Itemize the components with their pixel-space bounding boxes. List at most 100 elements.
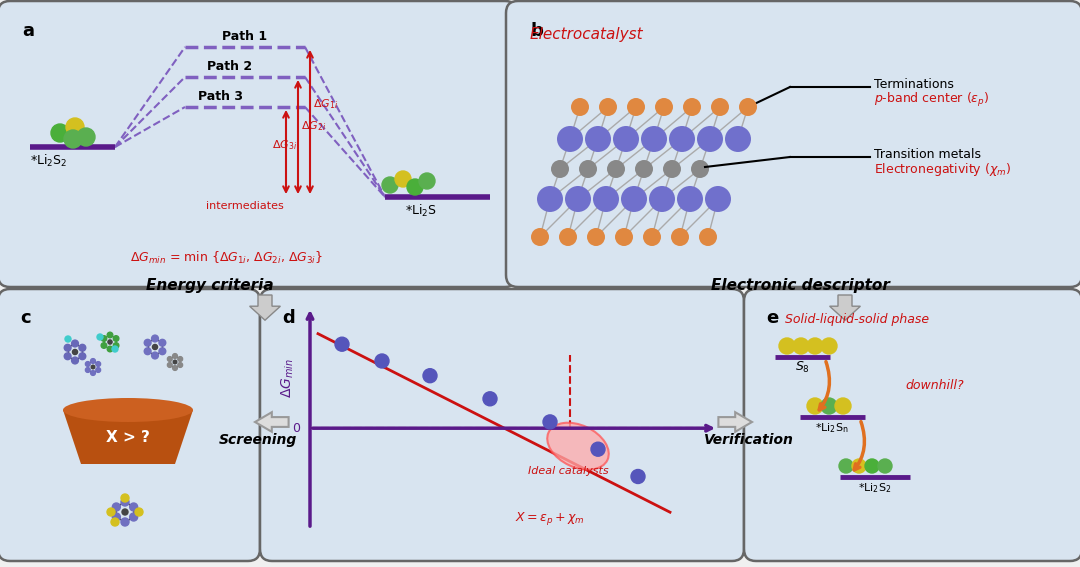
Circle shape (64, 353, 71, 359)
Text: $S_8$: $S_8$ (795, 360, 810, 375)
Circle shape (621, 186, 647, 212)
Circle shape (64, 130, 82, 148)
Text: Energy criteria: Energy criteria (146, 278, 274, 293)
Circle shape (615, 228, 633, 246)
Circle shape (852, 459, 866, 473)
Circle shape (375, 354, 389, 368)
Circle shape (643, 228, 661, 246)
Text: $*\mathrm{Li_2S_n}$: $*\mathrm{Li_2S_n}$ (815, 421, 849, 435)
Circle shape (121, 494, 129, 502)
Circle shape (91, 371, 95, 375)
Circle shape (108, 340, 112, 344)
Circle shape (635, 160, 653, 178)
Circle shape (71, 357, 79, 364)
Text: intermediates: intermediates (206, 201, 284, 211)
Circle shape (821, 398, 837, 414)
Circle shape (551, 160, 569, 178)
Text: $\Delta G_{1i}$: $\Delta G_{1i}$ (313, 97, 338, 111)
Circle shape (107, 508, 114, 516)
Text: Verification: Verification (704, 433, 794, 447)
Circle shape (531, 228, 549, 246)
FancyBboxPatch shape (507, 1, 1080, 287)
Circle shape (423, 369, 437, 383)
Circle shape (112, 503, 120, 511)
Circle shape (821, 338, 837, 354)
Circle shape (588, 228, 605, 246)
Circle shape (671, 228, 689, 246)
Circle shape (96, 367, 100, 373)
Circle shape (91, 365, 95, 369)
Circle shape (697, 126, 723, 152)
Text: X > ?: X > ? (106, 429, 150, 445)
Circle shape (537, 186, 563, 212)
Circle shape (663, 160, 681, 178)
Circle shape (79, 353, 85, 359)
Circle shape (85, 367, 91, 373)
Circle shape (631, 469, 645, 484)
Circle shape (112, 513, 120, 521)
Polygon shape (255, 412, 288, 432)
Circle shape (135, 508, 143, 516)
Text: c: c (21, 309, 30, 327)
Circle shape (79, 344, 85, 351)
Text: Screening: Screening (219, 433, 297, 447)
Circle shape (591, 442, 605, 456)
Circle shape (122, 509, 129, 515)
Circle shape (839, 459, 853, 473)
Circle shape (77, 128, 95, 146)
Circle shape (691, 160, 708, 178)
Circle shape (669, 126, 696, 152)
Text: b: b (530, 22, 543, 40)
Circle shape (66, 118, 84, 136)
Circle shape (173, 360, 177, 364)
Circle shape (159, 340, 165, 346)
Circle shape (107, 332, 112, 338)
Circle shape (543, 415, 557, 429)
Circle shape (145, 348, 151, 354)
Circle shape (559, 228, 577, 246)
Text: Transition metals: Transition metals (874, 147, 981, 160)
Text: $*\mathrm{Li_2S_2}$: $*\mathrm{Li_2S_2}$ (30, 153, 67, 169)
Text: a: a (22, 22, 33, 40)
Circle shape (642, 126, 667, 152)
FancyBboxPatch shape (0, 1, 517, 287)
Circle shape (599, 98, 617, 116)
Polygon shape (249, 295, 281, 320)
Circle shape (96, 362, 100, 366)
Text: $p$-band center ($\epsilon_p$): $p$-band center ($\epsilon_p$) (874, 91, 989, 109)
Circle shape (159, 348, 165, 354)
Circle shape (683, 98, 701, 116)
Circle shape (167, 357, 172, 361)
Circle shape (779, 338, 795, 354)
Text: downhill?: downhill? (905, 379, 963, 392)
Circle shape (102, 336, 107, 341)
Circle shape (64, 344, 71, 351)
Circle shape (699, 228, 717, 246)
Circle shape (51, 124, 69, 142)
Circle shape (113, 342, 119, 348)
Circle shape (419, 173, 435, 189)
Circle shape (167, 363, 172, 367)
Circle shape (72, 349, 78, 354)
Circle shape (112, 346, 118, 352)
Polygon shape (63, 410, 193, 464)
Text: $X = \epsilon_p + \chi_m$: $X = \epsilon_p + \chi_m$ (515, 510, 585, 527)
Circle shape (613, 126, 639, 152)
Circle shape (335, 337, 349, 351)
Text: Ideal catalysts: Ideal catalysts (528, 466, 609, 476)
Circle shape (151, 352, 159, 359)
Circle shape (835, 398, 851, 414)
Circle shape (793, 338, 809, 354)
Text: $\Delta G_{2i}$: $\Delta G_{2i}$ (301, 119, 326, 133)
Circle shape (725, 126, 751, 152)
FancyBboxPatch shape (0, 289, 260, 561)
Text: Electronegativity ($\chi_m$): Electronegativity ($\chi_m$) (874, 162, 1011, 179)
Circle shape (85, 362, 91, 366)
Circle shape (121, 518, 129, 526)
Circle shape (145, 340, 151, 346)
Circle shape (178, 363, 183, 367)
Polygon shape (829, 295, 861, 320)
Text: $\Delta G_{3i}$: $\Delta G_{3i}$ (272, 138, 297, 152)
Circle shape (654, 98, 673, 116)
Circle shape (111, 518, 119, 526)
